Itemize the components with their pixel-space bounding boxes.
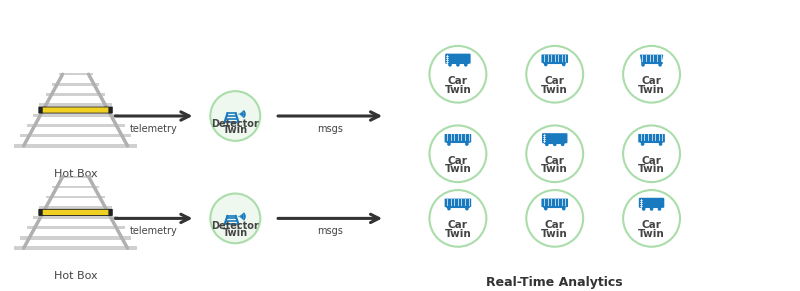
Text: Hot Box: Hot Box xyxy=(54,169,98,179)
Circle shape xyxy=(545,143,549,146)
Bar xyxy=(33,113,118,117)
FancyBboxPatch shape xyxy=(542,133,567,143)
FancyBboxPatch shape xyxy=(639,198,664,208)
Text: Car: Car xyxy=(448,76,468,86)
Bar xyxy=(39,104,112,107)
Circle shape xyxy=(544,207,547,210)
Ellipse shape xyxy=(639,199,642,207)
Text: Car: Car xyxy=(448,156,468,166)
Circle shape xyxy=(210,194,260,243)
Circle shape xyxy=(430,46,486,103)
Text: telemetry: telemetry xyxy=(130,124,178,134)
Circle shape xyxy=(562,207,566,210)
Circle shape xyxy=(464,63,468,67)
FancyBboxPatch shape xyxy=(38,209,113,216)
FancyBboxPatch shape xyxy=(542,54,568,63)
Bar xyxy=(52,83,99,86)
Text: Detector: Detector xyxy=(211,119,259,129)
Text: Car: Car xyxy=(642,156,662,166)
Ellipse shape xyxy=(564,134,566,142)
Text: Twin: Twin xyxy=(542,85,568,95)
Circle shape xyxy=(642,63,645,67)
Bar xyxy=(58,175,93,178)
Circle shape xyxy=(658,63,662,67)
Bar xyxy=(58,73,93,75)
FancyBboxPatch shape xyxy=(638,134,665,142)
Text: msgs: msgs xyxy=(317,124,343,134)
FancyBboxPatch shape xyxy=(542,198,568,207)
Text: telemetry: telemetry xyxy=(130,226,178,236)
Text: Hot Box: Hot Box xyxy=(54,271,98,281)
Circle shape xyxy=(238,216,240,217)
Bar xyxy=(26,124,125,127)
Bar xyxy=(20,236,131,240)
Circle shape xyxy=(430,190,486,247)
Circle shape xyxy=(561,143,565,146)
Text: msgs: msgs xyxy=(317,226,343,236)
FancyBboxPatch shape xyxy=(42,107,109,113)
Circle shape xyxy=(553,143,557,146)
Circle shape xyxy=(623,125,680,182)
Circle shape xyxy=(465,207,469,210)
Circle shape xyxy=(650,207,654,211)
Text: Car: Car xyxy=(448,221,468,230)
Text: Car: Car xyxy=(642,221,662,230)
Circle shape xyxy=(465,142,469,146)
Circle shape xyxy=(642,207,646,211)
Circle shape xyxy=(641,142,645,146)
Bar xyxy=(46,196,106,198)
Circle shape xyxy=(447,142,450,146)
Circle shape xyxy=(658,142,662,146)
Circle shape xyxy=(623,190,680,247)
Text: Twin: Twin xyxy=(222,125,248,135)
Ellipse shape xyxy=(661,199,663,207)
Text: Car: Car xyxy=(545,156,565,166)
Text: Twin: Twin xyxy=(445,229,471,239)
FancyBboxPatch shape xyxy=(445,198,471,207)
Circle shape xyxy=(210,91,260,141)
Text: Twin: Twin xyxy=(542,229,568,239)
Bar xyxy=(26,226,125,230)
Text: Real-Time Analytics: Real-Time Analytics xyxy=(486,276,623,288)
Circle shape xyxy=(526,190,583,247)
Text: Car: Car xyxy=(545,221,565,230)
Circle shape xyxy=(623,46,680,103)
Text: Twin: Twin xyxy=(638,229,665,239)
Circle shape xyxy=(526,46,583,103)
Ellipse shape xyxy=(467,55,470,63)
Circle shape xyxy=(430,125,486,182)
Text: Detector: Detector xyxy=(211,221,259,231)
FancyBboxPatch shape xyxy=(38,107,113,113)
Text: Twin: Twin xyxy=(638,164,665,174)
Bar xyxy=(20,134,131,137)
Text: Twin: Twin xyxy=(445,85,471,95)
Circle shape xyxy=(456,63,460,67)
Circle shape xyxy=(448,63,452,67)
Circle shape xyxy=(562,63,566,66)
Circle shape xyxy=(526,125,583,182)
Ellipse shape xyxy=(542,134,546,142)
Bar xyxy=(14,246,138,250)
Bar xyxy=(39,206,112,209)
Circle shape xyxy=(658,207,662,211)
FancyBboxPatch shape xyxy=(445,54,470,64)
Text: Twin: Twin xyxy=(222,228,248,238)
Text: Twin: Twin xyxy=(542,164,568,174)
Bar xyxy=(33,216,118,219)
Bar xyxy=(52,186,99,188)
Circle shape xyxy=(447,207,450,210)
Text: Twin: Twin xyxy=(445,164,471,174)
Bar xyxy=(46,93,106,96)
Bar xyxy=(14,144,138,148)
Text: Car: Car xyxy=(545,76,565,86)
Text: Twin: Twin xyxy=(638,85,665,95)
FancyBboxPatch shape xyxy=(42,210,109,215)
Circle shape xyxy=(544,63,547,66)
FancyBboxPatch shape xyxy=(445,134,471,142)
Circle shape xyxy=(238,113,240,115)
Text: Car: Car xyxy=(642,76,662,86)
Polygon shape xyxy=(640,55,663,63)
Ellipse shape xyxy=(446,55,449,63)
